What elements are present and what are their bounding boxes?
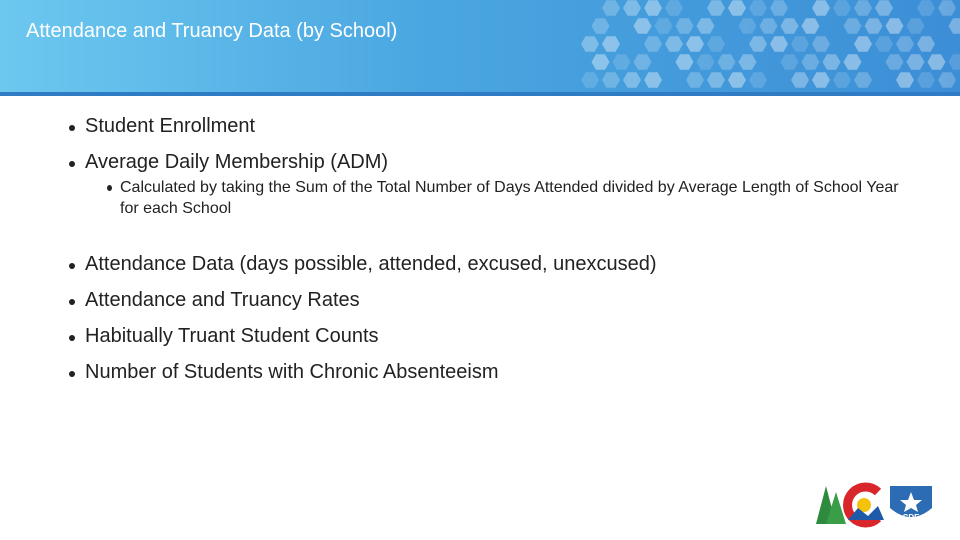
hexagon <box>738 54 757 70</box>
hexagon <box>654 18 673 34</box>
hexagon <box>644 72 662 88</box>
bullet-text: Attendance and Truancy Rates <box>85 289 360 311</box>
hexagon <box>791 72 809 88</box>
hexagon <box>686 72 704 88</box>
hexagon <box>602 72 620 88</box>
hexagon <box>780 54 799 70</box>
hexagon <box>696 54 715 70</box>
sub-bullet-text: Calculated by taking the Sum of the Tota… <box>120 179 899 217</box>
hexagon <box>854 72 872 88</box>
hexagon <box>665 36 683 52</box>
logo-text: CDE <box>903 513 921 522</box>
hexagon <box>864 18 883 34</box>
hexagon <box>812 72 830 88</box>
hexagon <box>591 18 610 34</box>
hexagon <box>938 0 956 16</box>
hexagon <box>833 72 851 88</box>
hexagon <box>854 36 872 52</box>
hex-pattern <box>581 0 960 88</box>
bullet-dot <box>69 161 75 167</box>
hexagon <box>591 54 610 70</box>
hexagon <box>738 18 757 34</box>
hexagon <box>696 18 715 34</box>
hexagon <box>612 54 631 70</box>
bullet-dot <box>69 335 75 341</box>
hexagon <box>843 18 862 34</box>
logo: CDE <box>816 482 932 528</box>
hexagon <box>749 0 767 16</box>
hexagon <box>833 0 851 16</box>
hexagon <box>623 72 641 88</box>
hexagon <box>885 18 904 34</box>
hexagon <box>801 54 820 70</box>
hexagon <box>906 54 925 70</box>
hexagon <box>623 0 641 16</box>
hexagon <box>896 36 914 52</box>
bullet-dot <box>69 299 75 305</box>
hexagon <box>948 54 960 70</box>
hexagon <box>917 72 935 88</box>
hexagon <box>644 36 662 52</box>
hexagon <box>717 54 736 70</box>
hexagon <box>780 18 799 34</box>
hexagon <box>948 18 960 34</box>
hexagon <box>581 36 599 52</box>
hexagon <box>885 54 904 70</box>
hexagon <box>602 0 620 16</box>
hexagon <box>812 0 830 16</box>
bullet-text: Average Daily Membership (ADM) <box>85 151 389 173</box>
hexagon <box>906 18 925 34</box>
hexagon <box>633 18 652 34</box>
bullet-dot <box>107 185 112 191</box>
bullet-text: Habitually Truant Student Counts <box>85 325 379 347</box>
hexagon <box>822 54 841 70</box>
hexagon <box>707 36 725 52</box>
bullet-dot <box>69 371 75 377</box>
hexagon <box>728 0 746 16</box>
hexagon <box>675 54 694 70</box>
hexagon <box>896 72 914 88</box>
hexagon <box>791 36 809 52</box>
hexagon <box>917 36 935 52</box>
hexagon <box>875 0 893 16</box>
hexagon <box>581 72 599 88</box>
hexagon <box>707 0 725 16</box>
bullet-dot <box>69 263 75 269</box>
hexagon <box>707 72 725 88</box>
bullet-text: Student Enrollment <box>85 115 256 137</box>
hexagon <box>602 36 620 52</box>
hexagon <box>854 0 872 16</box>
hexagon <box>633 54 652 70</box>
hexagon <box>875 36 893 52</box>
hexagon <box>812 36 830 52</box>
bullet-dot <box>69 125 75 131</box>
hexagon <box>686 36 704 52</box>
hexagon <box>644 0 662 16</box>
hexagon <box>770 0 788 16</box>
hexagon <box>801 18 820 34</box>
hexagon <box>917 0 935 16</box>
hexagon <box>770 36 788 52</box>
hexagon <box>665 0 683 16</box>
hexagon <box>675 18 694 34</box>
bullet-text: Number of Students with Chronic Absentee… <box>85 361 499 383</box>
hexagon <box>728 72 746 88</box>
hexagon <box>938 72 956 88</box>
slide-title: Attendance and Truancy Data (by School) <box>26 20 398 42</box>
hexagon <box>927 54 946 70</box>
hexagon <box>749 36 767 52</box>
hexagon <box>749 72 767 88</box>
header-bar: Attendance and Truancy Data (by School) <box>0 0 960 96</box>
hexagon <box>843 54 862 70</box>
hexagon <box>759 18 778 34</box>
bullet-text: Attendance Data (days possible, attended… <box>85 253 657 275</box>
